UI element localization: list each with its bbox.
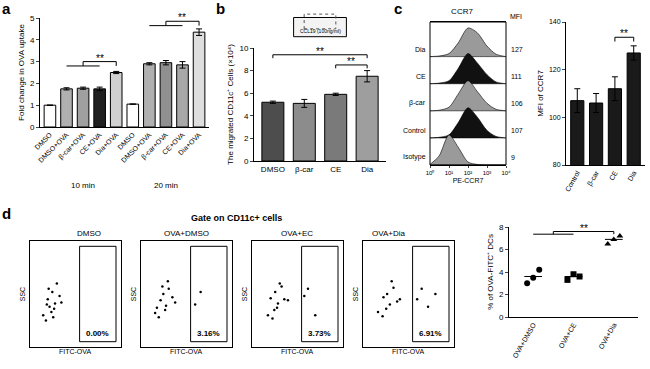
svg-text:Control: Control: [564, 169, 582, 192]
svg-text:FITC-OVA: FITC-OVA: [59, 348, 91, 355]
svg-text:**: **: [316, 46, 324, 57]
svg-text:80: 80: [553, 161, 561, 168]
svg-text:Isotype: Isotype: [403, 153, 426, 161]
svg-text:120: 120: [549, 66, 561, 73]
svg-text:FITC-OVA: FITC-OVA: [170, 348, 202, 355]
svg-text:CCR7: CCR7: [451, 7, 473, 16]
svg-text:10³: 10³: [483, 170, 492, 176]
svg-text:4: 4: [499, 268, 504, 277]
svg-text:2: 2: [499, 290, 504, 299]
svg-text:10⁴: 10⁴: [501, 170, 511, 176]
svg-text:DMSO+OVA: DMSO+OVA: [120, 131, 153, 164]
svg-text:OVA+Dia: OVA+Dia: [597, 322, 618, 351]
svg-text:β-car: β-car: [586, 169, 601, 188]
svg-text:CE+OVA: CE+OVA: [161, 131, 186, 156]
svg-text:**: **: [96, 53, 104, 64]
svg-text:SSC: SSC: [130, 287, 137, 301]
svg-text:10¹: 10¹: [445, 170, 454, 176]
svg-text:SSC: SSC: [241, 287, 248, 301]
svg-text:MFI of CCR7: MFI of CCR7: [536, 70, 545, 117]
svg-text:OVA+Dia: OVA+Dia: [372, 229, 406, 238]
svg-text:2: 2: [244, 134, 249, 143]
svg-text:SSC: SSC: [19, 287, 26, 301]
svg-text:6: 6: [244, 89, 249, 98]
svg-text:MFI: MFI: [510, 13, 522, 20]
svg-text:OVA+DMSO: OVA+DMSO: [164, 229, 209, 238]
svg-text:OVA+CE: OVA+CE: [557, 321, 577, 349]
svg-text:OVA+DMSO: OVA+DMSO: [511, 321, 537, 359]
html-text:d: d: [2, 205, 12, 222]
svg-text:Gate on CD11c+ cells: Gate on CD11c+ cells: [191, 213, 282, 223]
svg-text:DMSO: DMSO: [116, 131, 136, 151]
svg-text:100: 100: [549, 114, 561, 121]
svg-text:0: 0: [244, 157, 249, 166]
html-text:a: a: [2, 0, 11, 17]
svg-text:0: 0: [499, 313, 504, 322]
svg-text:Dia: Dia: [415, 46, 426, 53]
svg-text:Control: Control: [403, 127, 426, 134]
svg-text:5: 5: [30, 14, 35, 23]
svg-text:FITC-OVA: FITC-OVA: [392, 348, 424, 355]
svg-text:140: 140: [549, 18, 561, 25]
svg-text:10²: 10²: [464, 170, 473, 176]
svg-text:6.91%: 6.91%: [419, 329, 442, 338]
svg-text:8: 8: [499, 223, 504, 232]
svg-text:CE: CE: [608, 169, 619, 181]
svg-text:DMSO: DMSO: [77, 229, 101, 238]
svg-text:**: **: [620, 28, 628, 39]
html-text:c: c: [394, 0, 403, 17]
svg-text:SSC: SSC: [352, 287, 359, 301]
svg-text:CE: CE: [330, 165, 341, 174]
svg-text:DMSO: DMSO: [261, 165, 285, 174]
svg-text:4: 4: [30, 36, 35, 45]
svg-text:6: 6: [499, 245, 504, 254]
svg-text:Dia: Dia: [361, 165, 374, 174]
svg-text:Dia: Dia: [626, 170, 637, 183]
svg-text:β-car: β-car: [409, 99, 426, 107]
svg-text:106: 106: [511, 100, 523, 107]
svg-text:**: **: [347, 56, 355, 67]
svg-text:Dia+OVA: Dia+OVA: [177, 131, 203, 157]
svg-text:1: 1: [30, 101, 35, 110]
svg-text:127: 127: [511, 46, 523, 53]
svg-text:3.73%: 3.73%: [308, 329, 331, 338]
svg-text:FITC-OVA: FITC-OVA: [281, 348, 313, 355]
svg-text:**: **: [580, 223, 588, 234]
svg-text:10⁰: 10⁰: [426, 169, 435, 176]
svg-text:10 min: 10 min: [71, 181, 95, 190]
html-text:b: b: [216, 0, 226, 17]
svg-text:3.16%: 3.16%: [197, 329, 220, 338]
svg-text:3: 3: [30, 57, 35, 66]
svg-text:The migrated CD11c⁺ Cells (×10: The migrated CD11c⁺ Cells (×10⁴): [226, 44, 235, 165]
svg-text:4: 4: [244, 112, 249, 121]
svg-text:111: 111: [511, 73, 522, 80]
svg-text:10: 10: [239, 44, 248, 53]
svg-text:β-car+OVA: β-car+OVA: [57, 131, 87, 161]
svg-text:β-car+OVA: β-car+OVA: [140, 131, 170, 161]
svg-text:CE: CE: [416, 73, 426, 80]
svg-text:0.00%: 0.00%: [86, 329, 109, 338]
svg-text:PE-CCR7: PE-CCR7: [453, 177, 484, 184]
svg-text:Fold change in OVA uptake: Fold change in OVA uptake: [17, 24, 26, 121]
svg-text:107: 107: [511, 127, 523, 134]
svg-text:9: 9: [511, 154, 515, 161]
svg-text:20 min: 20 min: [154, 181, 178, 190]
svg-text:CE+OVA: CE+OVA: [78, 131, 103, 156]
svg-text:DMSO+OVA: DMSO+OVA: [37, 131, 70, 164]
svg-text:DMSO: DMSO: [33, 131, 53, 151]
svg-text:OVA+EC: OVA+EC: [281, 229, 313, 238]
svg-text:β-car: β-car: [295, 165, 314, 174]
svg-text:0: 0: [30, 123, 35, 132]
svg-text:CCL19 (100ng/ml): CCL19 (100ng/ml): [300, 28, 341, 34]
svg-text:% of OVA-FITC⁺ DCs: % of OVA-FITC⁺ DCs: [486, 234, 495, 310]
svg-text:2: 2: [30, 79, 35, 88]
svg-text:Dia+OVA: Dia+OVA: [94, 131, 120, 157]
svg-text:**: **: [178, 12, 186, 23]
svg-text:8: 8: [244, 66, 249, 75]
